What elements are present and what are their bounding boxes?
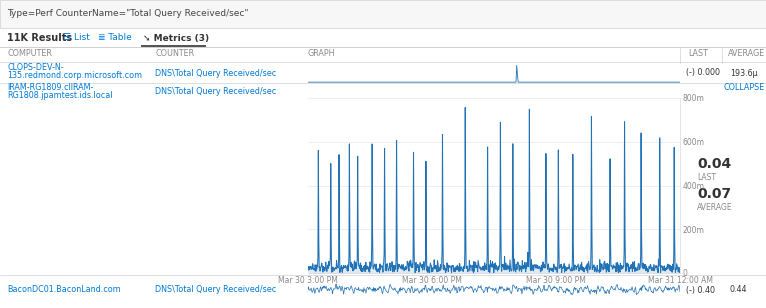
Text: BaconDC01.BaconLand.com: BaconDC01.BaconLand.com bbox=[7, 286, 121, 294]
Text: COUNTER: COUNTER bbox=[155, 50, 194, 59]
Text: IRAM-RG1809.clIRAM-: IRAM-RG1809.clIRAM- bbox=[7, 83, 93, 91]
Text: (-) 0.40: (-) 0.40 bbox=[686, 286, 715, 294]
Text: COLLAPSE: COLLAPSE bbox=[723, 83, 764, 91]
Text: 0.44: 0.44 bbox=[730, 286, 748, 294]
Text: 11K Results: 11K Results bbox=[7, 33, 72, 43]
Text: RG1808.jpamtest.ids.local: RG1808.jpamtest.ids.local bbox=[7, 91, 113, 99]
Text: COMPUTER: COMPUTER bbox=[7, 50, 52, 59]
Text: LAST: LAST bbox=[697, 173, 716, 182]
Text: CLOPS-DEV-N-: CLOPS-DEV-N- bbox=[7, 63, 64, 72]
Text: DNS\Total Query Received/sec: DNS\Total Query Received/sec bbox=[155, 286, 277, 294]
Text: ➘ Metrics (3): ➘ Metrics (3) bbox=[143, 34, 209, 43]
Bar bbox=[0, 0, 766, 28]
Text: Type=Perf CounterName="Total Query Received/sec": Type=Perf CounterName="Total Query Recei… bbox=[7, 10, 248, 18]
Text: DNS\Total Query Received/sec: DNS\Total Query Received/sec bbox=[155, 87, 277, 95]
Text: 0.07: 0.07 bbox=[697, 187, 731, 201]
Text: 135.redmond.corp.microsoft.com: 135.redmond.corp.microsoft.com bbox=[7, 71, 142, 80]
Text: AVERAGE: AVERAGE bbox=[697, 203, 732, 212]
Text: DNS\Total Query Received/sec: DNS\Total Query Received/sec bbox=[155, 68, 277, 78]
Text: ≣ Table: ≣ Table bbox=[98, 34, 132, 43]
Text: ☰ List: ☰ List bbox=[63, 34, 90, 43]
Text: 193.6μ: 193.6μ bbox=[730, 68, 758, 78]
Bar bbox=[141, 45, 206, 47]
Text: (-) 0.000: (-) 0.000 bbox=[686, 68, 720, 78]
Text: AVERAGE: AVERAGE bbox=[728, 50, 765, 59]
Text: LAST: LAST bbox=[688, 50, 708, 59]
Text: GRAPH: GRAPH bbox=[308, 50, 336, 59]
Text: 0.04: 0.04 bbox=[697, 156, 732, 171]
